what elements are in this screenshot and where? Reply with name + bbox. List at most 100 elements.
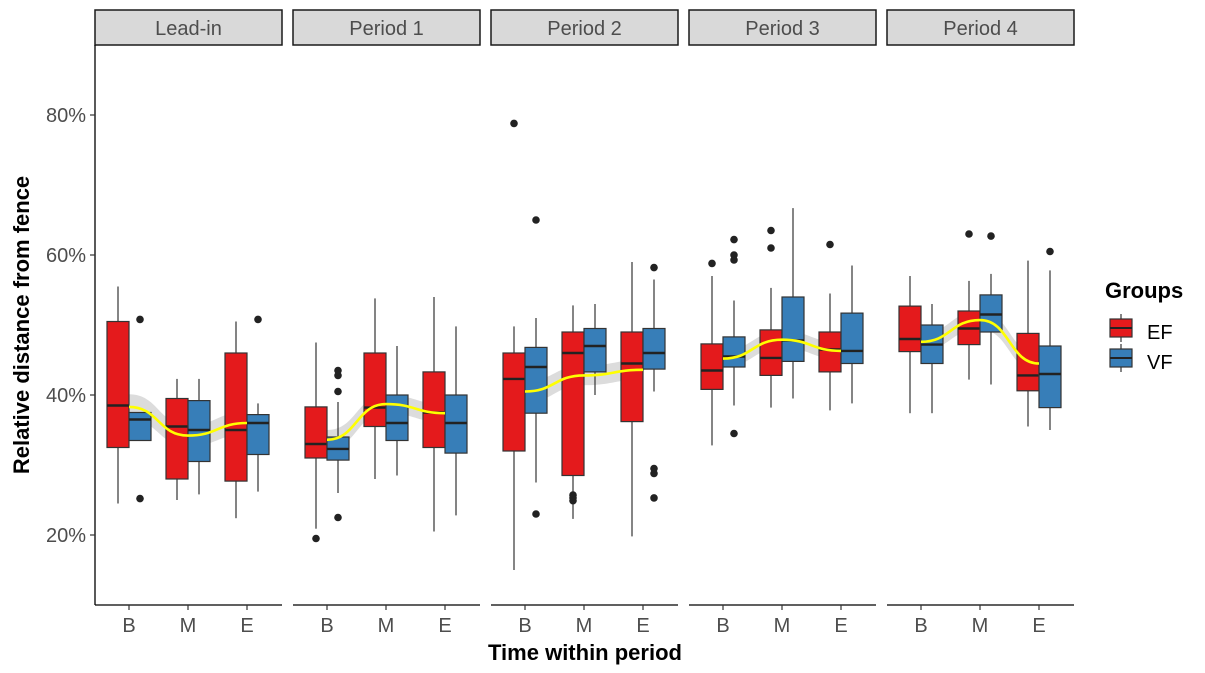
box-vf [385,346,409,476]
box-vf [326,366,350,522]
outlier-point [730,235,738,244]
box-iqr [840,312,864,365]
outlier-point [569,496,577,505]
box-vf [246,315,270,492]
facet-panel: Period 4 B M E [886,9,1075,637]
box-vf [583,304,607,395]
box-iqr [620,331,644,423]
y-tick-label: 60% [46,245,86,267]
box-ef [1016,260,1040,427]
box-vf [642,263,666,502]
box-ef [957,230,981,380]
legend-label-vf: VF [1147,352,1173,374]
box-iqr [246,414,270,456]
x-tick-label: B [716,615,729,637]
box-iqr [106,320,130,449]
box-iqr [224,352,248,482]
box-iqr [583,327,607,373]
facet-strip [292,9,481,46]
box-vf [979,232,1003,385]
facet-strip [490,9,679,46]
x-tick-label: E [438,615,451,637]
facet-panel: Period 1 B M E [292,9,481,637]
facet-panel: Period 2 B M E [490,9,679,637]
box-vf [128,315,152,503]
box-ef [700,259,724,446]
x-tick-label: E [1032,615,1045,637]
x-tick-label: B [122,615,135,637]
x-tick-label: E [636,615,649,637]
x-tick-label: M [774,615,791,637]
box-vf [524,216,548,518]
box-vf [840,265,864,404]
outlier-point [532,216,540,224]
box-ef [224,321,248,519]
outlier-point [312,534,320,543]
outlier-point [767,244,775,252]
outlier-point [826,240,834,249]
x-tick-label: E [240,615,253,637]
legend-keys [1109,314,1133,372]
x-tick-label: M [180,615,197,637]
outlier-point [254,315,262,324]
box-vf [444,326,468,516]
outlier-point [650,469,658,478]
box-ef [304,342,328,543]
outlier-point [987,232,995,240]
box-iqr [700,343,724,390]
outlier-point [730,429,738,438]
box-ef [502,119,526,570]
box-iqr [722,336,746,368]
box-iqr [502,352,526,452]
outlier-point [136,315,144,324]
box-iqr [1038,345,1062,409]
y-axis-title: Relative distance from fence [9,176,34,474]
box-iqr [781,296,805,363]
box-ef [106,286,130,504]
outlier-point [767,226,775,235]
box-ef [898,276,922,414]
x-tick-label: M [378,615,395,637]
smooth-confidence-band [723,331,841,367]
y-tick-label: 40% [46,385,86,407]
y-tick-label: 80% [46,105,86,127]
legend-label-ef: EF [1147,322,1173,344]
facet-strip [94,9,283,46]
facet-strip-label: Period 4 [943,18,1018,40]
outlier-point [730,256,738,264]
x-tick-label: E [834,615,847,637]
x-tick-label: B [320,615,333,637]
outlier-point [650,263,658,272]
outlier-point [965,230,973,238]
y-axis: 20% 40% 60% 80% [46,45,96,605]
box-ef [759,226,783,408]
facet-strip-label: Period 1 [349,18,424,40]
x-tick-label: B [518,615,531,637]
box-ef [561,305,585,519]
x-tick-label: M [972,615,989,637]
box-vf [781,208,805,399]
facet-strip [688,9,877,46]
facet-strip-label: Period 3 [745,18,820,40]
box-ef [165,378,189,500]
facet-panel: Period 3 B M E [688,9,877,637]
legend-title: Groups [1105,278,1183,303]
outlier-point [708,259,716,268]
outlier-point [510,119,518,128]
box-vf [920,304,944,414]
box-iqr [759,329,783,376]
outlier-point [532,510,540,518]
box-vf [722,235,746,438]
box-iqr [642,327,666,370]
smooth-line [326,402,446,442]
x-tick-label: B [914,615,927,637]
boxes-layer [106,119,1062,570]
box-iqr [165,397,189,480]
y-tick-label: 20% [46,525,86,547]
outlier-point [136,494,144,503]
outlier-point [334,387,342,396]
box-iqr [128,411,152,442]
facet-strip [886,9,1075,46]
